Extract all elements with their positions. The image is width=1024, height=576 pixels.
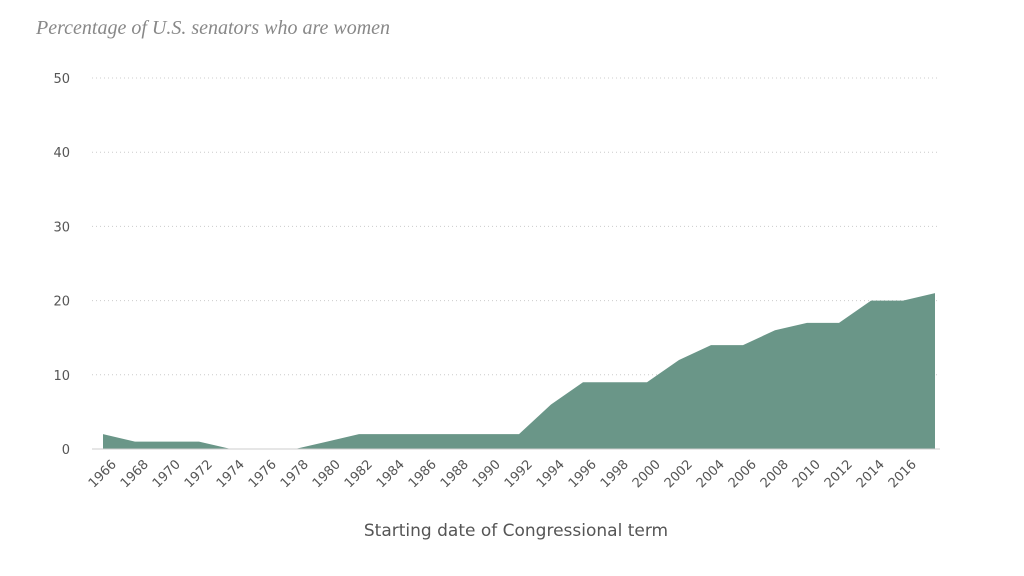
x-tick-label: 1986 (406, 457, 440, 491)
x-tick-label: 2002 (662, 457, 696, 491)
x-axis-label: Starting date of Congressional term (364, 521, 668, 541)
x-tick-label: 2008 (758, 457, 792, 491)
x-tick-label: 1966 (86, 457, 120, 491)
x-tick-label: 2012 (822, 457, 856, 491)
x-tick-label: 1982 (342, 457, 376, 491)
x-tick-label: 1988 (438, 457, 472, 491)
x-tick-label: 1968 (118, 457, 152, 491)
y-tick-label: 40 (53, 146, 70, 161)
x-tick-label: 2000 (630, 457, 664, 491)
x-tick-label: 1990 (470, 457, 504, 491)
x-tick-label: 1984 (374, 457, 408, 491)
x-tick-label: 1978 (278, 457, 312, 491)
x-tick-label: 2010 (790, 457, 824, 491)
area (103, 293, 935, 449)
x-tick-label: 1992 (502, 457, 536, 491)
x-tick-label: 1996 (566, 457, 600, 491)
y-tick-label: 0 (62, 443, 70, 458)
chart-title: Percentage of U.S. senators who are wome… (35, 17, 390, 39)
x-tick-label: 1980 (310, 457, 344, 491)
x-tick-label: 1974 (214, 457, 248, 491)
x-tick-label: 1970 (150, 457, 184, 491)
y-tick-label: 20 (53, 295, 70, 310)
x-tick-label: 2014 (854, 457, 888, 491)
y-tick-label: 30 (53, 220, 70, 235)
x-tick-label: 1972 (182, 457, 216, 491)
x-tick-label: 1994 (534, 457, 568, 491)
y-tick-label: 50 (53, 72, 70, 87)
x-tick-label: 1976 (246, 457, 280, 491)
x-tick-label: 2006 (726, 457, 760, 491)
x-tick-label: 2016 (886, 457, 920, 491)
y-tick-label: 10 (53, 369, 70, 384)
x-tick-label: 2004 (694, 457, 728, 491)
x-tick-label: 1998 (598, 457, 632, 491)
